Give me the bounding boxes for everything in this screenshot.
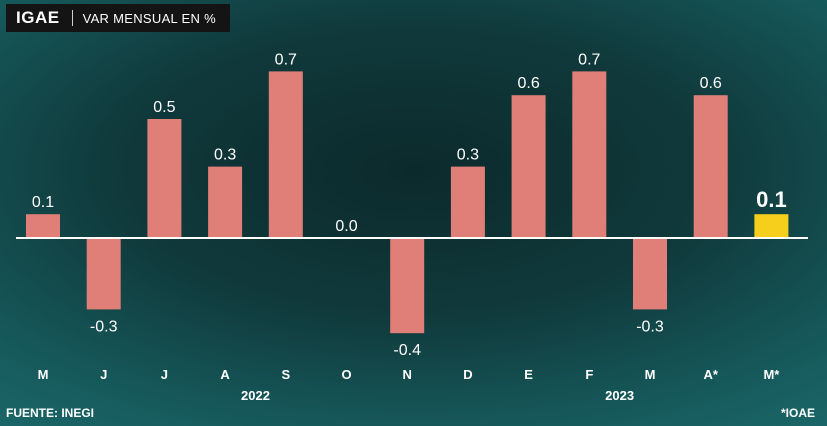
chart-title-box: IGAE VAR MENSUAL EN % bbox=[6, 4, 230, 32]
data-label: 0.5 bbox=[153, 99, 175, 116]
bar bbox=[268, 71, 303, 239]
bar bbox=[208, 166, 243, 238]
bar bbox=[450, 166, 485, 238]
data-label: 0.0 bbox=[335, 218, 357, 235]
x-tick-label: N bbox=[403, 367, 412, 382]
x-tick-label: A* bbox=[703, 367, 718, 382]
bar bbox=[633, 238, 667, 310]
data-label: 0.7 bbox=[578, 51, 600, 68]
data-label: 0.3 bbox=[214, 147, 236, 164]
data-label: 0.6 bbox=[700, 75, 722, 92]
bar bbox=[693, 95, 728, 238]
bar bbox=[86, 238, 121, 310]
x-tick-label: E bbox=[524, 367, 533, 382]
x-tick-label: F bbox=[585, 367, 593, 382]
x-tick-label: M* bbox=[763, 367, 780, 382]
data-label: 0.7 bbox=[275, 51, 297, 68]
bar bbox=[26, 214, 60, 238]
x-tick-label: S bbox=[281, 367, 290, 382]
year-label: 2023 bbox=[605, 388, 634, 403]
bar bbox=[147, 119, 182, 238]
bar bbox=[390, 238, 425, 334]
x-tick-label: A bbox=[220, 367, 230, 382]
bar bbox=[572, 71, 607, 239]
x-tick-label: J bbox=[100, 367, 107, 382]
bar bbox=[754, 214, 789, 238]
data-label: 0.1 bbox=[32, 194, 54, 211]
year-label: 2022 bbox=[241, 388, 270, 403]
x-tick-label: J bbox=[161, 367, 168, 382]
source-note: FUENTE: INEGI bbox=[6, 406, 95, 420]
bar bbox=[511, 95, 546, 238]
x-tick-label: M bbox=[645, 367, 656, 382]
data-label: 0.6 bbox=[517, 75, 539, 92]
x-tick-label: M bbox=[38, 367, 49, 382]
x-tick-label: O bbox=[341, 367, 351, 382]
chart-subtitle: VAR MENSUAL EN % bbox=[82, 10, 216, 26]
data-label: -0.3 bbox=[90, 318, 118, 335]
chart-title: IGAE bbox=[16, 8, 60, 27]
x-tick-label: D bbox=[463, 367, 472, 382]
data-label: -0.3 bbox=[636, 318, 664, 335]
data-label: 0.1 bbox=[756, 187, 787, 212]
data-label: -0.4 bbox=[393, 342, 421, 359]
data-label: 0.3 bbox=[457, 147, 479, 164]
title-divider bbox=[71, 10, 73, 26]
footnote: *IOAE bbox=[780, 406, 815, 420]
